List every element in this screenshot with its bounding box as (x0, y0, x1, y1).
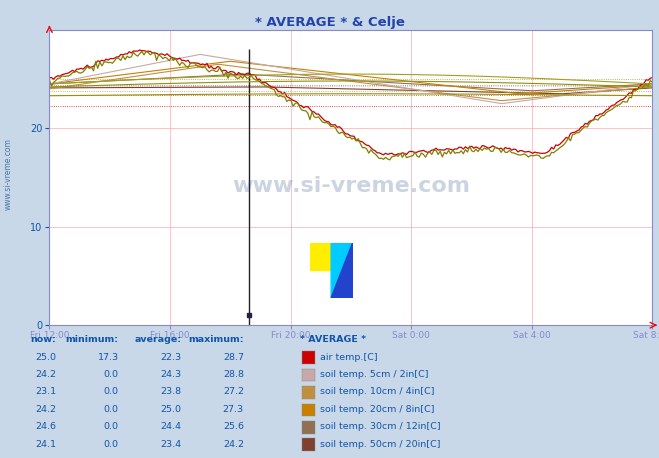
Text: maximum:: maximum: (188, 335, 244, 344)
Text: 25.0: 25.0 (160, 405, 181, 414)
Text: 24.1: 24.1 (35, 440, 56, 449)
Text: 17.3: 17.3 (98, 353, 119, 362)
Text: soil temp. 50cm / 20in[C]: soil temp. 50cm / 20in[C] (320, 440, 440, 449)
Text: soil temp. 5cm / 2in[C]: soil temp. 5cm / 2in[C] (320, 370, 428, 379)
Text: average:: average: (134, 335, 181, 344)
Text: 25.0: 25.0 (35, 353, 56, 362)
Text: 27.3: 27.3 (223, 405, 244, 414)
Text: www.si-vreme.com: www.si-vreme.com (3, 138, 13, 210)
Text: 0.0: 0.0 (103, 370, 119, 379)
Bar (310, 243, 331, 270)
Text: 24.2: 24.2 (35, 405, 56, 414)
Text: 24.4: 24.4 (160, 422, 181, 431)
Text: soil temp. 10cm / 4in[C]: soil temp. 10cm / 4in[C] (320, 387, 434, 397)
Text: 0.0: 0.0 (103, 422, 119, 431)
Text: minimum:: minimum: (66, 335, 119, 344)
Text: 28.7: 28.7 (223, 353, 244, 362)
Text: 23.8: 23.8 (160, 387, 181, 397)
Text: * AVERAGE *: * AVERAGE * (300, 335, 366, 344)
Text: 23.1: 23.1 (35, 387, 56, 397)
Text: 0.0: 0.0 (103, 387, 119, 397)
Text: 27.2: 27.2 (223, 387, 244, 397)
Text: 0.0: 0.0 (103, 440, 119, 449)
Polygon shape (331, 243, 353, 298)
Text: 22.3: 22.3 (160, 353, 181, 362)
Text: www.si-vreme.com: www.si-vreme.com (232, 176, 470, 196)
Text: 28.8: 28.8 (223, 370, 244, 379)
Text: 25.6: 25.6 (223, 422, 244, 431)
Text: 23.4: 23.4 (160, 440, 181, 449)
Text: 0.0: 0.0 (103, 405, 119, 414)
Text: now:: now: (30, 335, 56, 344)
Text: 24.2: 24.2 (223, 440, 244, 449)
Polygon shape (331, 243, 353, 298)
Text: 24.3: 24.3 (160, 370, 181, 379)
Text: soil temp. 20cm / 8in[C]: soil temp. 20cm / 8in[C] (320, 405, 434, 414)
Text: 24.6: 24.6 (35, 422, 56, 431)
Text: soil temp. 30cm / 12in[C]: soil temp. 30cm / 12in[C] (320, 422, 440, 431)
Text: 24.2: 24.2 (35, 370, 56, 379)
Text: * AVERAGE * & Celje: * AVERAGE * & Celje (254, 16, 405, 29)
Text: air temp.[C]: air temp.[C] (320, 353, 377, 362)
